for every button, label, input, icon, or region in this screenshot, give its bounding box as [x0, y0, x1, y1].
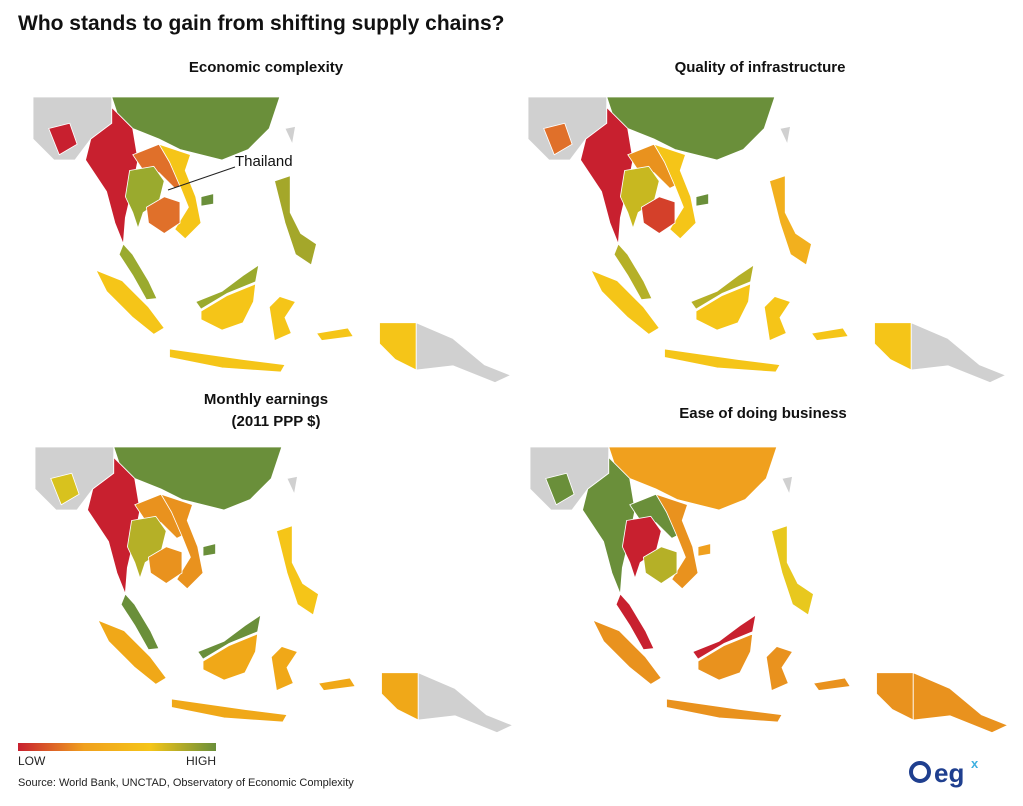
logo: eg x — [909, 756, 979, 788]
map-title: Ease of doing business — [679, 405, 847, 422]
region — [912, 672, 1009, 734]
region — [768, 175, 812, 266]
region — [200, 193, 215, 207]
region — [770, 525, 814, 616]
region — [640, 196, 676, 235]
region — [202, 543, 217, 557]
region — [653, 143, 697, 240]
map — [529, 446, 1009, 734]
region — [664, 348, 781, 373]
region — [910, 322, 1007, 384]
region — [876, 672, 914, 721]
region — [95, 269, 165, 335]
region — [592, 619, 662, 685]
page-title: Who stands to gain from shifting supply … — [18, 12, 505, 35]
region — [273, 175, 317, 266]
legend-low: LOW — [18, 754, 46, 768]
region — [48, 122, 78, 156]
region — [317, 677, 356, 692]
map — [34, 446, 514, 734]
region — [655, 493, 699, 590]
region — [200, 283, 257, 331]
map — [527, 96, 1007, 384]
region — [619, 165, 660, 230]
region — [147, 546, 183, 585]
map-title: Quality of infrastructure — [675, 59, 846, 76]
region — [197, 614, 262, 660]
region — [666, 698, 783, 723]
region — [145, 196, 181, 235]
region — [779, 125, 792, 146]
region — [621, 515, 662, 580]
region — [765, 646, 794, 692]
source: Source: World Bank, UNCTAD, Observatory … — [18, 777, 354, 789]
region — [695, 283, 752, 331]
region — [642, 546, 678, 585]
region — [379, 322, 417, 371]
region — [417, 672, 514, 734]
region — [690, 264, 755, 310]
region — [171, 698, 288, 723]
region — [195, 264, 260, 310]
region — [286, 475, 299, 496]
region — [160, 493, 204, 590]
region — [113, 446, 283, 511]
region — [415, 322, 512, 384]
region — [126, 515, 167, 580]
region — [527, 96, 608, 161]
region — [124, 165, 165, 230]
region — [120, 593, 160, 651]
region — [158, 143, 202, 240]
region — [692, 614, 757, 660]
region — [315, 327, 354, 342]
map-subtitle: (2011 PPP $) — [232, 413, 321, 430]
logo-sup: x — [971, 756, 979, 771]
annotation-line — [167, 166, 236, 191]
region — [613, 243, 653, 301]
region — [529, 446, 610, 511]
region — [543, 122, 573, 156]
region — [874, 322, 912, 371]
region — [608, 446, 778, 511]
region — [545, 472, 575, 506]
region — [270, 646, 299, 692]
map-title: Monthly earnings — [204, 391, 328, 408]
region — [34, 446, 115, 511]
region — [606, 96, 776, 161]
region — [50, 472, 80, 506]
map-title: Economic complexity — [189, 59, 344, 76]
annotation: Thailand — [235, 153, 293, 170]
region — [590, 269, 660, 335]
region — [32, 96, 113, 161]
legend-high: HIGH — [186, 754, 216, 768]
region — [97, 619, 167, 685]
region — [763, 296, 792, 342]
region — [268, 296, 297, 342]
region — [275, 525, 319, 616]
region — [697, 543, 712, 557]
logo-text: eg — [934, 758, 964, 788]
region — [118, 243, 158, 301]
region — [169, 348, 286, 373]
region — [812, 677, 851, 692]
region — [810, 327, 849, 342]
region — [697, 633, 754, 681]
region — [381, 672, 419, 721]
legend-bar — [18, 743, 216, 751]
region — [615, 593, 655, 651]
logo-icon — [909, 761, 931, 783]
region — [202, 633, 259, 681]
region — [695, 193, 710, 207]
region — [111, 96, 281, 161]
region — [781, 475, 794, 496]
region — [284, 125, 297, 146]
maps: Economic complexity Thailand Quality of in… — [32, 59, 1009, 734]
map — [32, 96, 512, 384]
